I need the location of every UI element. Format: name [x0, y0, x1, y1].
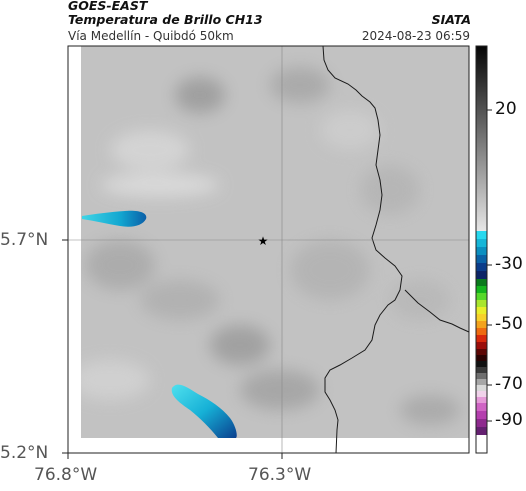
colorbar-label-minus-70: -70	[495, 374, 523, 394]
organization-name: SIATA	[431, 12, 471, 27]
map-frame	[67, 45, 470, 454]
star-icon: ★	[258, 234, 269, 248]
lat-label-5-7: 5.7°N	[0, 230, 49, 250]
cold-cloud-west	[82, 210, 147, 227]
lat-label-5-2: 5.2°N	[0, 443, 49, 463]
cold-cloud-south	[171, 384, 237, 438]
lon-label-76-8: 76.8°W	[34, 465, 98, 485]
colorbar-label-minus-30: -30	[495, 254, 523, 274]
region-subtitle: Vía Medellín - Quibdó 50km	[68, 29, 234, 43]
political-boundaries	[322, 45, 470, 454]
product-title: Temperatura de Brillo CH13	[68, 12, 263, 27]
colorbar	[475, 45, 492, 454]
lon-label-76-3: 76.3°W	[248, 465, 312, 485]
colorbar-label-minus-50: -50	[495, 314, 523, 334]
satellite-name: GOES-EAST	[68, 0, 148, 13]
colorbar-label-minus-90: -90	[495, 410, 523, 430]
timestamp: 2024-08-23 06:59	[361, 29, 470, 43]
colorbar-label-20: 20	[495, 99, 517, 119]
axis-ticks	[62, 239, 283, 459]
brightness-temperature-field	[68, 46, 469, 453]
gridlines	[68, 46, 469, 453]
